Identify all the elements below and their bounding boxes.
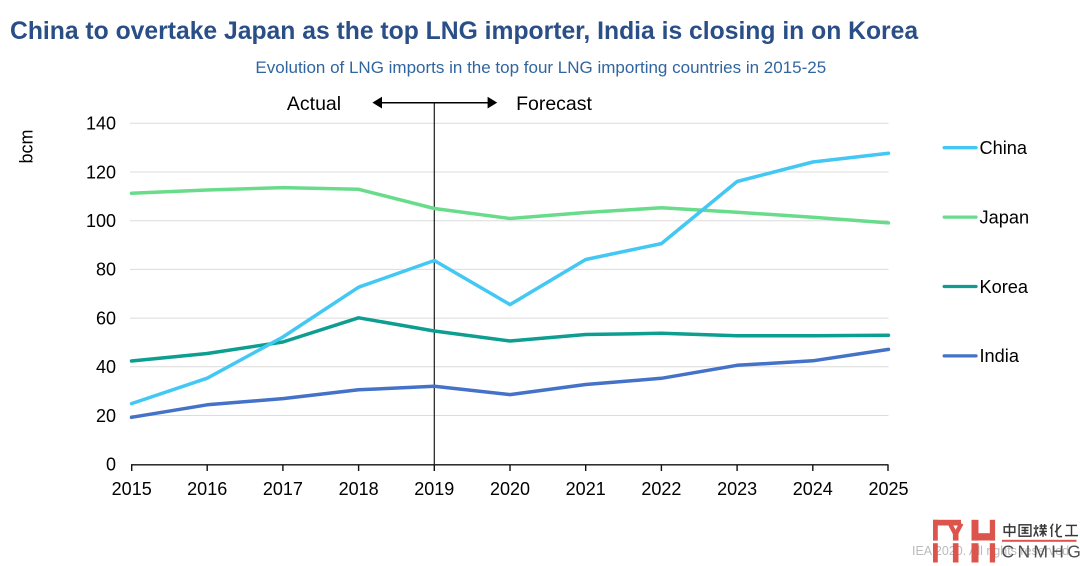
svg-text:Korea: Korea bbox=[980, 277, 1029, 297]
svg-text:0: 0 bbox=[106, 455, 116, 475]
svg-text:bcm: bcm bbox=[17, 129, 37, 163]
svg-text:2018: 2018 bbox=[339, 479, 379, 499]
svg-text:60: 60 bbox=[96, 308, 116, 328]
svg-text:100: 100 bbox=[86, 211, 116, 231]
svg-text:2022: 2022 bbox=[641, 479, 681, 499]
svg-text:Forecast: Forecast bbox=[516, 93, 592, 115]
svg-text:India: India bbox=[980, 346, 1020, 366]
svg-text:40: 40 bbox=[96, 357, 116, 377]
svg-text:2024: 2024 bbox=[793, 479, 833, 499]
svg-text:Japan: Japan bbox=[980, 207, 1030, 227]
svg-text:Evolution of LNG imports in th: Evolution of LNG imports in the top four… bbox=[255, 58, 826, 77]
svg-text:CNMHG: CNMHG bbox=[1002, 542, 1080, 562]
svg-text:2016: 2016 bbox=[187, 479, 227, 499]
svg-text:2021: 2021 bbox=[566, 479, 606, 499]
svg-text:China: China bbox=[980, 138, 1028, 158]
svg-text:2019: 2019 bbox=[414, 479, 454, 499]
svg-text:2020: 2020 bbox=[490, 479, 530, 499]
svg-text:2015: 2015 bbox=[112, 479, 152, 499]
svg-text:140: 140 bbox=[86, 114, 116, 134]
svg-text:80: 80 bbox=[96, 260, 116, 280]
svg-text:2025: 2025 bbox=[868, 479, 908, 499]
svg-text:2023: 2023 bbox=[717, 479, 757, 499]
svg-text:China to overtake Japan as the: China to overtake Japan as the top LNG i… bbox=[10, 18, 918, 45]
svg-text:2017: 2017 bbox=[263, 479, 303, 499]
svg-text:Actual: Actual bbox=[287, 93, 341, 115]
svg-text:120: 120 bbox=[86, 162, 116, 182]
svg-text:20: 20 bbox=[96, 406, 116, 426]
